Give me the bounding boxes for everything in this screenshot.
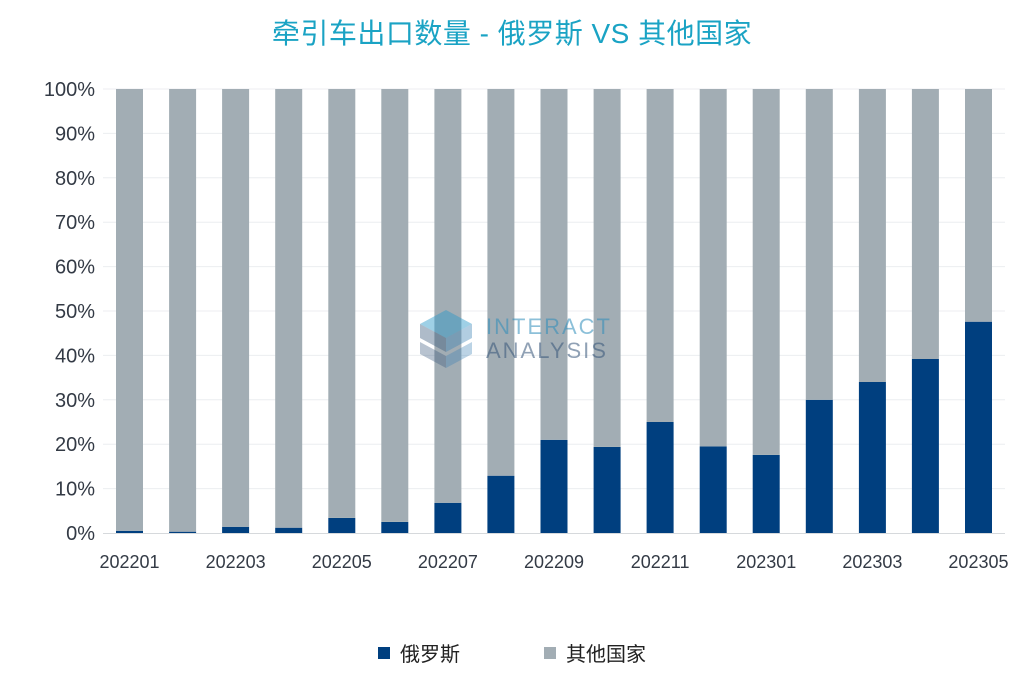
x-tick-label: 202211 xyxy=(631,552,690,572)
bar-russia-202301 xyxy=(752,454,780,533)
bar-other-202304 xyxy=(911,89,939,359)
bar-russia-202202 xyxy=(169,531,197,533)
bar-other-202207 xyxy=(434,89,462,503)
y-tick-label: 10% xyxy=(55,479,95,501)
bar-other-202206 xyxy=(381,89,409,522)
x-tick-label: 202205 xyxy=(312,552,372,572)
bar-russia-202303 xyxy=(858,382,886,533)
watermark-line2: ANALYSIS xyxy=(486,338,608,363)
y-tick-label: 70% xyxy=(55,212,95,234)
bar-russia-202201 xyxy=(116,530,143,533)
bar-other-202201 xyxy=(116,89,143,531)
bar-russia-202210 xyxy=(593,446,621,533)
bar-other-202210 xyxy=(593,89,621,447)
watermark-logo: INTERACT ANALYSIS xyxy=(418,308,612,370)
bar-other-202205 xyxy=(328,89,356,518)
y-tick-label: 80% xyxy=(55,168,95,190)
bar-russia-202305 xyxy=(965,321,992,533)
bar-other-202212 xyxy=(699,89,727,447)
bar-russia-202204 xyxy=(275,527,303,533)
bar-russia-202302 xyxy=(805,399,833,533)
y-tick-label: 20% xyxy=(55,434,95,456)
chart-title: 牵引车出口数量 - 俄罗斯 VS 其他国家 xyxy=(271,18,753,49)
bar-russia-202304 xyxy=(911,359,939,533)
bar-other-202302 xyxy=(805,89,833,400)
y-tick-label: 50% xyxy=(55,301,95,323)
axes: 0% 10% 20% 30% 40% 50% 60% 70% 80% 90% 100% 202201 2… xyxy=(44,79,1009,572)
legend: 俄罗斯 其他国家 xyxy=(0,638,1024,667)
bar-russia-202208 xyxy=(487,475,515,533)
bars xyxy=(116,89,992,533)
bar-russia-202203 xyxy=(222,526,250,533)
y-tick-label: 90% xyxy=(55,123,95,145)
legend-item-russia: 俄罗斯 xyxy=(378,638,460,667)
x-tick-label: 202201 xyxy=(99,552,159,572)
bar-russia-202207 xyxy=(434,502,462,533)
legend-item-other: 其他国家 xyxy=(544,638,646,667)
bar-other-202204 xyxy=(275,89,303,528)
x-tick-label: 202209 xyxy=(524,552,584,572)
y-tick-label: 100% xyxy=(44,79,95,101)
bar-russia-202205 xyxy=(328,517,356,533)
x-tick-label: 202301 xyxy=(736,552,796,572)
legend-swatch-russia xyxy=(378,646,390,659)
bar-other-202305 xyxy=(965,89,992,322)
y-tick-label: 0% xyxy=(66,523,95,545)
legend-swatch-other xyxy=(544,646,556,659)
bar-other-202301 xyxy=(752,89,780,455)
bar-other-202208 xyxy=(487,89,515,476)
y-tick-label: 40% xyxy=(55,345,95,367)
bar-other-202303 xyxy=(858,89,886,382)
x-tick-label: 202303 xyxy=(842,552,902,572)
bar-russia-202212 xyxy=(699,446,727,533)
x-tick-label: 202305 xyxy=(948,552,1008,572)
x-tick-label: 202207 xyxy=(418,552,478,572)
bar-russia-202206 xyxy=(381,521,409,533)
bar-russia-202211 xyxy=(646,422,674,533)
watermark-line1: INTERACT xyxy=(486,314,612,339)
cube-logo-icon xyxy=(420,310,472,368)
bar-other-202202 xyxy=(169,89,197,532)
legend-label-other: 其他国家 xyxy=(566,644,646,666)
bar-russia-202209 xyxy=(540,439,568,533)
x-tick-label: 202203 xyxy=(206,552,266,572)
y-tick-label: 60% xyxy=(55,257,95,279)
bar-other-202209 xyxy=(540,89,568,440)
bar-other-202203 xyxy=(222,89,250,527)
legend-label-russia: 俄罗斯 xyxy=(400,644,460,666)
bar-other-202211 xyxy=(646,89,674,422)
y-tick-label: 30% xyxy=(55,390,95,412)
